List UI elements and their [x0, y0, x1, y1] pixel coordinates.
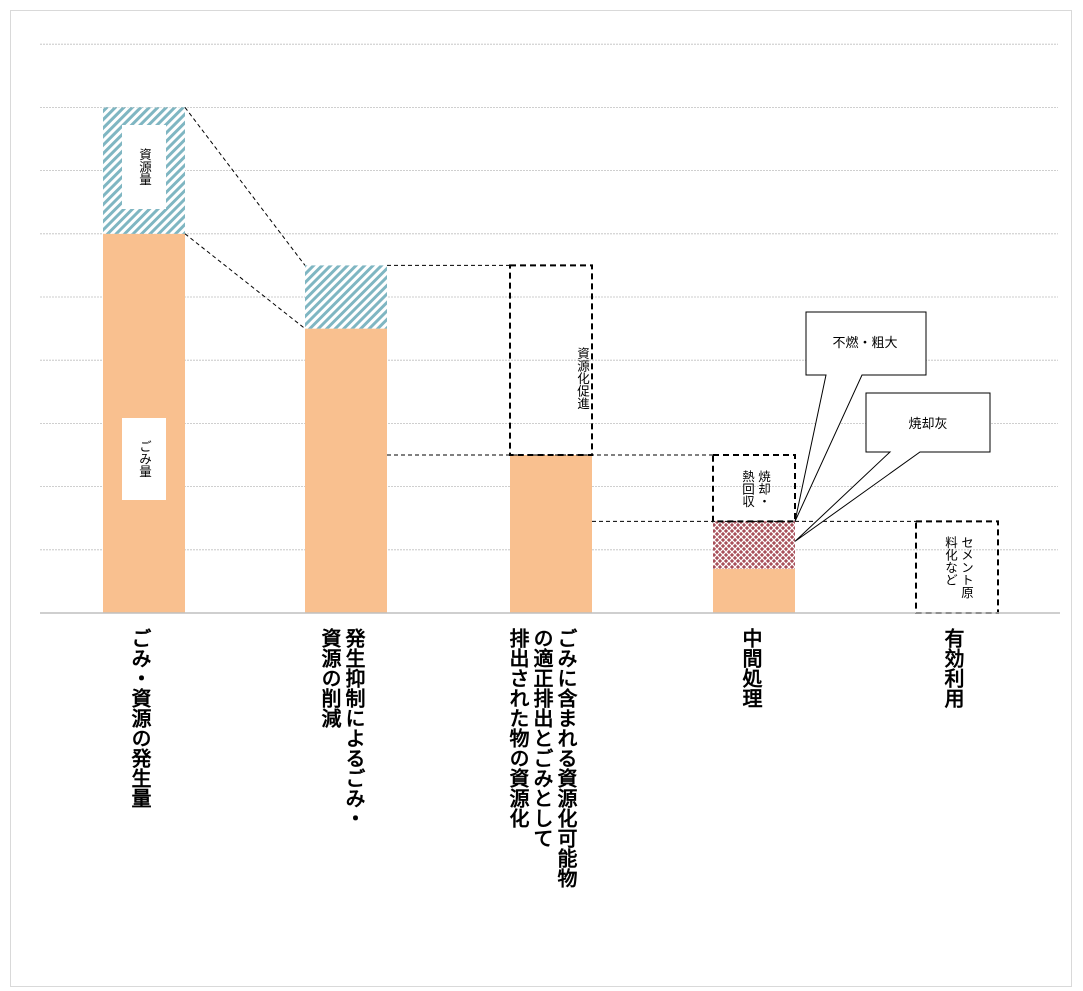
- bars: [103, 107, 795, 614]
- connector-line: [184, 233, 306, 329]
- gomi-ryo-label: ごみ量: [122, 418, 166, 500]
- category-label-2: 発生抑制によるごみ・ 資源の削減: [318, 628, 366, 828]
- shigenka-sokushin-label: 資源化促進: [575, 346, 590, 410]
- funen-sodai-callout-shape: [794, 311, 927, 522]
- category-label-3: ごみに含まれる資源化可能物 の適正排出とごみとして 排出された物の資源化: [506, 628, 578, 888]
- bar-ash: [713, 521, 795, 569]
- category-label-5: 有効利用: [941, 628, 965, 708]
- bar-gomi: [510, 455, 592, 613]
- shigenka-dashed-box: [509, 264, 593, 456]
- category-label-1: ごみ・資源の発生量: [128, 628, 152, 808]
- shokyaku-dashed-box: [712, 454, 796, 523]
- shokyakubai-callout: 焼却灰: [908, 417, 948, 432]
- shigen-ryo-label: 資源量: [122, 125, 166, 209]
- bar-gomi: [713, 568, 795, 613]
- bar-shigen: [305, 265, 387, 329]
- connector-line: [184, 107, 306, 266]
- shokyakubai-callout-shape: [794, 392, 991, 542]
- shokyaku-netsu-label: 焼却・ 熱回収: [740, 470, 771, 508]
- category-label-4: 中間処理: [739, 628, 763, 708]
- callouts: [794, 311, 991, 542]
- funen-sodai-callout: 不燃・粗大: [832, 336, 898, 351]
- cement-label: セメント原 料化など: [943, 535, 974, 599]
- bar-gomi: [305, 328, 387, 613]
